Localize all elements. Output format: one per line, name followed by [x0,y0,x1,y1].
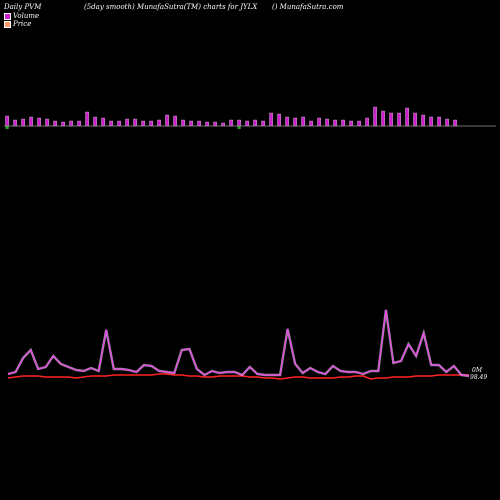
volume-bar [29,116,33,127]
volume-bar [101,117,105,127]
pvm-end-label: 0M [472,367,483,374]
volume-bar [189,120,193,127]
volume-bar [109,120,113,127]
legend-volume-label: Volume [13,12,40,20]
legend-price: Price [4,20,31,28]
volume-bar [5,115,9,127]
volume-bar [413,112,417,127]
volume-bar [165,114,169,127]
volume-bar [301,116,305,127]
source-label: () MunafaSutra.com [272,3,344,11]
volume-bar [229,119,233,127]
price-line [7,373,469,380]
volume-bar [317,117,321,127]
volume-bar [221,122,225,127]
volume-bar [333,119,337,127]
volume-bar [125,118,129,127]
volume-bar [285,116,289,127]
volume-bar [421,114,425,127]
volume-bar [277,113,281,127]
volume-bar [437,116,441,127]
volume-bar [93,116,97,127]
volume-bar [197,120,201,127]
volume-bar [37,117,41,127]
legend-volume: Volume [4,12,39,20]
volume-bar [269,112,273,127]
volume-bar [325,118,329,127]
chart-type-label: Daily PVM [4,3,42,11]
volume-bar [157,119,161,127]
volume-bar [445,118,449,127]
volume-bar [349,120,353,127]
volume-bar [205,121,209,127]
price-end-label: 98.49 [470,374,487,381]
volume-bar [181,119,185,127]
volume-bar [77,120,81,127]
volume-bar [245,120,249,127]
volume-bars [5,106,457,129]
volume-bar [309,120,313,127]
price-swatch-icon [4,20,11,28]
volume-bar [13,119,17,127]
price-pvm-lines [7,309,470,380]
volume-bar [69,120,73,127]
volume-bar [173,115,177,127]
volume-bar [253,119,257,127]
volume-bar [373,106,377,127]
volume-bar [237,119,241,127]
volume-bar [405,107,409,127]
volume-bar [141,120,145,127]
volume-bar [117,120,121,127]
volume-bar [429,116,433,127]
volume-bar [357,120,361,127]
volume-bar [453,119,457,127]
volume-bar [397,112,401,127]
volume-bar-down [5,126,9,129]
volume-bar [213,121,217,127]
volume-bar [261,120,265,127]
pvm-line [7,309,470,377]
volume-bar [61,121,65,127]
volume-bar-down [237,126,241,129]
volume-swatch-icon [4,12,11,20]
volume-bar [149,120,153,127]
volume-bar [389,112,393,127]
chart-title: (5day smooth) MunafaSutra(TM) charts for… [84,3,258,11]
volume-bar [293,117,297,127]
volume-bar [53,120,57,127]
legend-price-label: Price [13,20,32,28]
volume-bar [365,117,369,127]
volume-bar [133,118,137,127]
volume-bar [85,111,89,127]
volume-bar [381,110,385,127]
volume-bar [45,118,49,127]
pvm-line-halo [7,309,470,378]
volume-bar [21,118,25,127]
volume-bar [341,119,345,127]
